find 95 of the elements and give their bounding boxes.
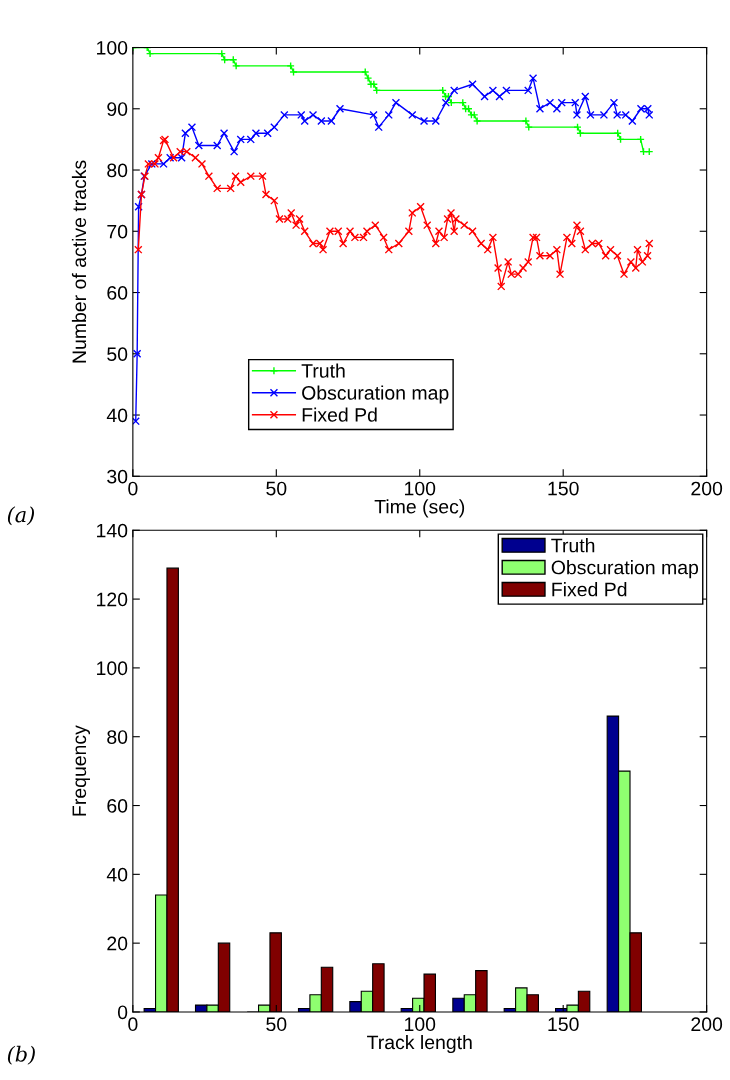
point: [609, 98, 619, 107]
y-tick-label: 40: [106, 408, 128, 423]
x-tick-label: 50: [266, 481, 287, 496]
point: [599, 110, 609, 120]
point: [524, 122, 533, 132]
point: [280, 110, 289, 120]
point: [521, 116, 531, 126]
legend-label: Obscuration map: [302, 385, 449, 404]
y-tick-label: 80: [107, 163, 128, 178]
point: [308, 110, 318, 120]
point: [502, 86, 511, 95]
point: [286, 61, 295, 71]
point: [468, 80, 477, 89]
y-tick-label: 70: [107, 224, 128, 239]
point: [300, 116, 309, 126]
x-tick-label: 100: [405, 481, 436, 496]
point: [369, 110, 378, 120]
x-tick-label: 200: [691, 481, 723, 496]
point: [177, 153, 186, 162]
point: [528, 73, 538, 83]
point: [289, 67, 298, 77]
x-tick-label: 100: [405, 1017, 436, 1032]
point: [263, 129, 272, 138]
point: [219, 129, 229, 138]
point: [384, 110, 393, 120]
y-tick-label: 100: [97, 40, 128, 55]
point: [495, 92, 504, 101]
point: [374, 122, 383, 132]
point: [524, 86, 533, 95]
point: [480, 92, 489, 101]
point: [134, 202, 143, 211]
point: [145, 49, 155, 58]
point: [194, 141, 204, 150]
x-tick-label: 0: [128, 481, 138, 496]
y-tick-label: 50: [107, 347, 128, 362]
legend-label: Truth: [301, 363, 345, 378]
point: [488, 86, 498, 95]
y-tick-label: 60: [107, 798, 128, 813]
x-axis-title: Time (sec): [374, 499, 465, 518]
point: [132, 349, 142, 358]
legend-label: Fixed Pd: [302, 407, 377, 422]
point: [545, 98, 555, 107]
point: [181, 129, 190, 138]
point: [552, 104, 562, 113]
x-tick-label: 150: [548, 1017, 579, 1032]
point: [159, 159, 168, 169]
x-tick-label: 50: [266, 1017, 287, 1032]
x-tick-label: 200: [691, 1017, 723, 1032]
point: [581, 92, 590, 101]
point: [535, 104, 545, 113]
y-tick-label: 40: [106, 867, 128, 882]
x-tick-label: 150: [548, 481, 579, 496]
legend-label: Truth: [551, 538, 595, 553]
legend-label: Obscuration map: [551, 560, 699, 579]
x-tick-label: 0: [128, 1017, 138, 1032]
point: [557, 98, 566, 107]
point: [450, 86, 459, 95]
point: [297, 110, 306, 120]
point: [361, 67, 370, 77]
point: [270, 122, 279, 132]
y-axis-title: Frequency: [72, 725, 90, 816]
point: [231, 61, 241, 71]
point: [165, 153, 175, 162]
point: [213, 141, 222, 150]
point: [628, 116, 637, 126]
point: [586, 110, 595, 120]
point: [419, 116, 429, 126]
y-tick-label: 90: [107, 102, 128, 117]
y-tick-label: 20: [107, 936, 128, 951]
point: [187, 122, 197, 132]
y-tick-label: 80: [107, 730, 128, 744]
point: [408, 110, 417, 120]
y-tick-label: 60: [107, 285, 128, 300]
y-tick-label: 0: [117, 1005, 128, 1020]
point: [229, 147, 239, 156]
y-tick-label: 100: [97, 661, 128, 676]
point: [472, 116, 482, 126]
text: (b): [7, 1045, 35, 1065]
point: [571, 98, 580, 107]
point: [363, 73, 373, 83]
y-tick-label: 30: [107, 469, 128, 484]
point: [645, 110, 654, 120]
point: [431, 116, 440, 126]
y-axis-title: Number of active tracks: [71, 160, 87, 363]
y-tick-label: 120: [97, 592, 128, 607]
point: [391, 98, 401, 107]
point: [441, 98, 451, 107]
text: (a): [7, 506, 34, 526]
point: [251, 129, 261, 138]
point: [335, 104, 345, 113]
x-axis-title: Track length: [367, 1034, 472, 1054]
point: [573, 122, 582, 132]
y-tick-label: 140: [97, 523, 128, 538]
point: [572, 110, 582, 120]
legend-label: Fixed Pd: [552, 582, 627, 597]
